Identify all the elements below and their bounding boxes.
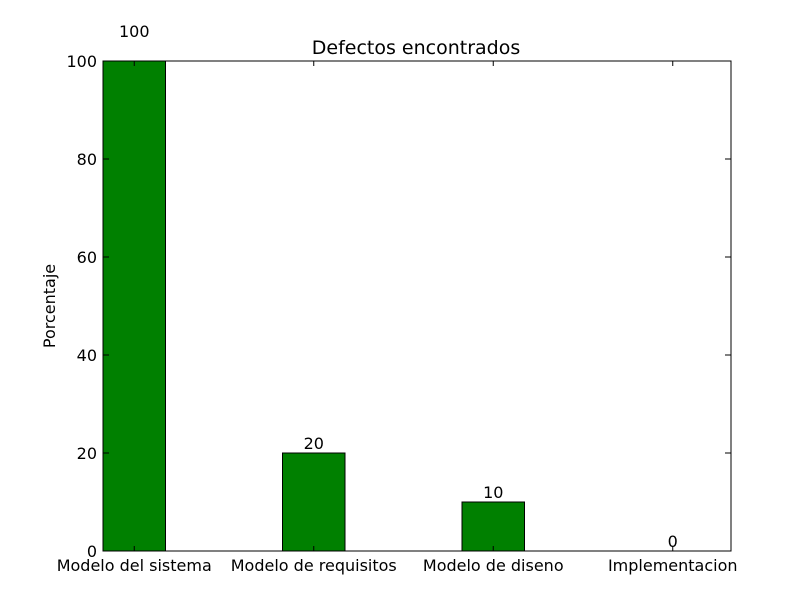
bar-2 <box>461 501 525 552</box>
x-tick-label-2: Modelo de diseno <box>423 556 564 575</box>
y-tick-label-0: 0 <box>87 542 97 561</box>
bar-0 <box>102 60 166 552</box>
bars-group <box>102 60 525 552</box>
chart-title: Defectos encontrados <box>312 37 521 59</box>
x-tick-label-0: Modelo del sistema <box>57 556 212 575</box>
x-tick-label-3: Implementacion <box>608 556 738 575</box>
bar-value-label-1: 20 <box>304 434 324 453</box>
y-tick-label-2: 40 <box>77 346 97 365</box>
y-axis-label: Porcentaje <box>40 264 59 348</box>
y-tick-label-4: 80 <box>77 150 97 169</box>
x-tick-label-1: Modelo de requisitos <box>231 556 397 575</box>
bar-1 <box>282 452 346 552</box>
ticks-group: Modelo del sistema Modelo de requisitos Mo… <box>57 52 738 575</box>
y-tick-label-5: 100 <box>66 52 97 71</box>
plot-frame <box>102 60 732 552</box>
y-tick-label-1: 20 <box>77 444 97 463</box>
bar-value-label-0: 100 <box>119 22 150 41</box>
y-tick-label-3: 60 <box>77 248 97 267</box>
bar-value-label-3: 0 <box>668 532 678 551</box>
bar-value-label-2: 10 <box>483 483 503 502</box>
